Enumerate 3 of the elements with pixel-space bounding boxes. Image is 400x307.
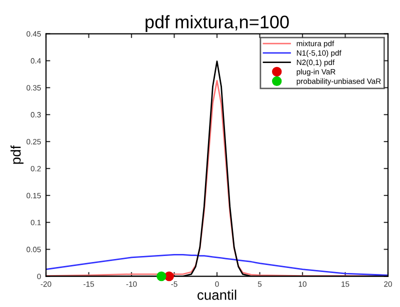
y-axis-title: pdf [10, 145, 24, 164]
chart-title: pdf mixtura,n=100 [146, 15, 289, 32]
x-axis-title: cuantil [198, 290, 236, 300]
